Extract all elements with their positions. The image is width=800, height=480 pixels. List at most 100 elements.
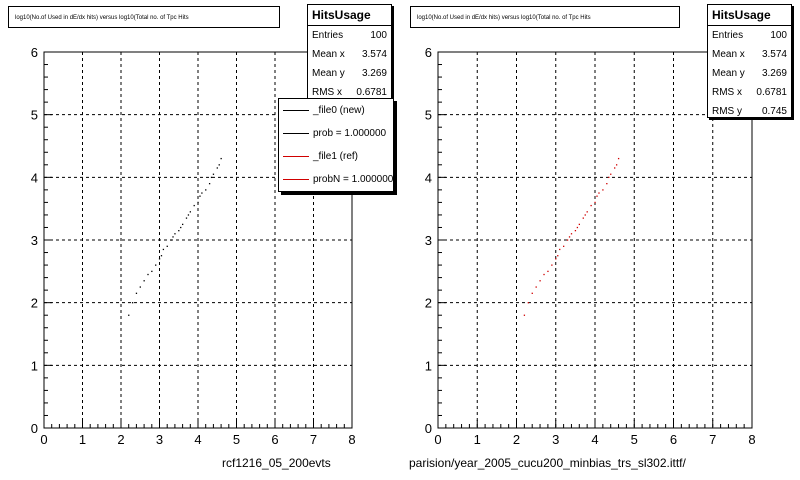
scatter-point (187, 214, 190, 216)
scatter-point (208, 183, 211, 185)
right-stats-row-entries: Entries 100 (712, 30, 787, 41)
legend-swatch-black (283, 133, 309, 134)
y-tick-label: 3 (425, 233, 432, 248)
scatter-point (594, 201, 596, 204)
left-plot-title: log10(No.of Used in dE/dx hits) versus l… (8, 6, 280, 28)
scatter-point (555, 258, 557, 260)
scatter-point (584, 214, 586, 216)
left-stats-row-rms-x: RMS x 0.6781 (312, 87, 387, 98)
y-tick-label: 4 (31, 170, 38, 185)
scatter-point (590, 204, 592, 207)
left-stats-name: HitsUsage (308, 5, 391, 26)
left-stats-row-mean-y: Mean y 3.269 (312, 68, 387, 79)
scatter-point (185, 217, 188, 219)
scatter-point (568, 236, 571, 238)
x-tick-label: 2 (117, 432, 124, 447)
right-stats-row-rms-x: RMS x 0.6781 (712, 87, 787, 98)
y-tick-label: 6 (425, 45, 432, 60)
right-scatter-plot: 0 1 2 3 4 5 6 7 8 0 1 2 3 4 5 6 (425, 45, 756, 447)
scatter-point (602, 189, 604, 191)
y-tick-label: 0 (31, 421, 38, 436)
scatter-point (539, 280, 541, 282)
x-tick-label: 5 (233, 432, 240, 447)
scatter-point (158, 258, 161, 260)
scatter-point (598, 192, 600, 194)
y-tick-label: 2 (31, 296, 38, 311)
scatter-point (216, 167, 218, 169)
scatter-point (155, 264, 157, 266)
scatter-point (197, 201, 199, 204)
right-stats-row-rms-y: RMS y 0.745 (712, 106, 787, 117)
x-tick-label: 7 (709, 432, 716, 447)
x-tick-label: 2 (513, 432, 520, 447)
right-stats-name: HitsUsage (708, 5, 791, 26)
scatter-point (201, 192, 203, 194)
scatter-point (212, 173, 215, 175)
x-tick-label: 4 (194, 432, 201, 447)
right-footer-label: parision/year_2005_cucu200_minbias_trs_s… (409, 456, 686, 470)
legend-entry-file1: _file1 (ref) (279, 145, 393, 168)
legend-swatch-black (283, 110, 309, 111)
scatter-point (131, 302, 134, 304)
scatter-point (535, 286, 537, 288)
scatter-point (574, 230, 577, 232)
scatter-point (566, 239, 569, 241)
scatter-point (135, 292, 138, 294)
scatter-point (199, 195, 201, 197)
y-tick-label: 5 (31, 108, 38, 123)
scatter-point (576, 226, 579, 229)
x-tick-label: 8 (348, 432, 355, 447)
scatter-point (559, 248, 561, 251)
x-tick-label: 6 (670, 432, 677, 447)
y-tick-label: 3 (31, 233, 38, 248)
scatter-point (180, 226, 182, 229)
scatter-point (578, 223, 580, 226)
right-stats-row-mean-x: Mean x 3.574 (712, 49, 787, 60)
left-stats-row-entries: Entries 100 (312, 30, 387, 41)
legend-swatch-red (283, 156, 309, 157)
scatter-point (205, 189, 207, 191)
scatter-point (210, 176, 213, 179)
left-legend: _file0 (new) prob = 1.000000 _file1 (ref… (278, 98, 394, 192)
scatter-point (162, 248, 165, 251)
scatter-point (166, 245, 168, 247)
scatter-point (596, 195, 598, 197)
scatter-point (172, 236, 174, 238)
scatter-point (563, 245, 565, 247)
scatter-point (547, 270, 549, 273)
x-tick-label: 5 (631, 432, 638, 447)
scatter-point (139, 286, 141, 288)
y-tick-label: 1 (31, 358, 38, 373)
scatter-point (570, 233, 573, 235)
right-pad: 0 1 2 3 4 5 6 7 8 0 1 2 3 4 5 6 log10(No.of Used in dE/… (400, 0, 800, 460)
scatter-point (160, 255, 163, 257)
scatter-point (523, 314, 526, 316)
x-tick-label: 8 (748, 432, 755, 447)
scatter-point (606, 183, 608, 185)
left-stats-row-mean-x: Mean x 3.574 (312, 49, 387, 60)
legend-entry-probn: probN = 1.000000 (279, 168, 393, 191)
x-tick-label: 3 (156, 432, 163, 447)
legend-entry-file0: _file0 (new) (279, 99, 393, 122)
scatter-point (174, 233, 176, 235)
scatter-point (551, 264, 553, 266)
x-tick-label: 6 (271, 432, 278, 447)
x-tick-label: 3 (552, 432, 559, 447)
scatter-point (615, 164, 618, 166)
left-scatter-plot: 0 1 2 3 4 5 6 7 8 0 1 2 3 4 5 6 (31, 45, 356, 447)
left-pad: 0 1 2 3 4 5 6 7 8 0 1 2 3 4 5 6 log10(No.of Used in dE/… (0, 0, 400, 460)
y-tick-label: 2 (425, 296, 432, 311)
scatter-point (143, 280, 145, 282)
scatter-point (608, 176, 610, 179)
legend-entry-prob: prob = 1.000000 (279, 122, 393, 145)
scatter-point (128, 314, 130, 316)
scatter-point (147, 273, 149, 276)
y-tick-label: 4 (425, 170, 432, 185)
scatter-point (189, 211, 191, 213)
scatter-point (182, 223, 184, 226)
x-tick-label: 0 (40, 432, 47, 447)
scatter-point (543, 273, 545, 276)
scatter-point (527, 302, 529, 304)
